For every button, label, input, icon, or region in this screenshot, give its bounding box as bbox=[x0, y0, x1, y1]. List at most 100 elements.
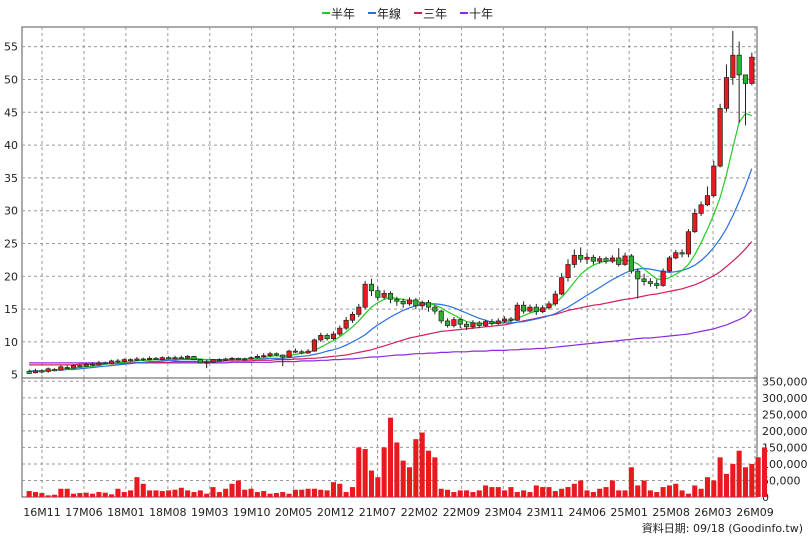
volume-bar bbox=[590, 492, 596, 497]
volume-bar bbox=[197, 490, 203, 497]
candlestick bbox=[273, 352, 279, 357]
candle-body-down bbox=[647, 281, 653, 284]
candlestick bbox=[324, 333, 330, 341]
volume-bar bbox=[533, 485, 539, 497]
volume-bar bbox=[292, 489, 298, 497]
candlestick bbox=[45, 367, 51, 373]
candlestick bbox=[70, 364, 77, 369]
candlestick bbox=[730, 30, 736, 85]
volume-bar bbox=[26, 491, 32, 497]
candlestick bbox=[584, 252, 590, 264]
volume-bar bbox=[242, 489, 248, 497]
candlestick bbox=[394, 296, 400, 306]
price-tick-label: 25 bbox=[4, 238, 18, 251]
candle-body-up bbox=[704, 195, 711, 206]
candle-body-down bbox=[299, 351, 305, 354]
candlestick bbox=[349, 311, 356, 323]
volume-bar bbox=[432, 457, 438, 497]
volume-bar bbox=[362, 449, 368, 497]
volume-bar bbox=[32, 492, 39, 497]
candle-body-up bbox=[330, 333, 337, 339]
candle-body-down bbox=[115, 360, 121, 363]
candle-body-up bbox=[286, 350, 292, 358]
candlestick bbox=[343, 316, 349, 331]
candlestick bbox=[641, 273, 647, 286]
candle-body-down bbox=[400, 300, 406, 305]
volume-bar bbox=[514, 492, 520, 497]
candlestick bbox=[387, 291, 394, 304]
candle-body-up bbox=[381, 293, 387, 298]
volume-bar bbox=[172, 489, 178, 497]
x-tick-label: 24M06 bbox=[568, 506, 606, 519]
candlestick bbox=[89, 362, 96, 367]
candle-body-up bbox=[229, 357, 235, 360]
volume-bar bbox=[406, 467, 413, 497]
candlestick bbox=[483, 319, 489, 327]
candlestick bbox=[406, 297, 413, 306]
candle-body-down bbox=[590, 256, 596, 262]
volume-bar bbox=[527, 492, 533, 497]
volume-bar bbox=[153, 490, 159, 497]
volume-bar bbox=[337, 483, 343, 497]
candlestick bbox=[248, 356, 254, 360]
candlestick bbox=[109, 359, 115, 365]
candle-body-down bbox=[166, 357, 172, 360]
candle-body-down bbox=[26, 371, 32, 374]
candle-body-up bbox=[356, 306, 362, 315]
candlestick bbox=[83, 362, 89, 367]
volume-bar bbox=[464, 490, 470, 497]
volume-bar bbox=[540, 487, 546, 497]
candlestick bbox=[647, 278, 653, 287]
volume-bar bbox=[394, 442, 400, 497]
candle-body-up bbox=[305, 350, 311, 354]
price-tick-label: 30 bbox=[4, 205, 18, 218]
candle-body-up bbox=[495, 320, 501, 324]
candle-body-up bbox=[134, 358, 140, 361]
volume-bar bbox=[77, 493, 83, 497]
candle-body-up bbox=[254, 355, 260, 359]
volume-bar bbox=[755, 457, 761, 497]
price-tick-label: 20 bbox=[4, 270, 18, 283]
candlestick bbox=[375, 286, 381, 301]
volume-bar bbox=[204, 493, 210, 497]
volume-bar bbox=[261, 491, 267, 497]
volume-bar bbox=[349, 487, 356, 497]
candle-body-up bbox=[730, 54, 736, 78]
x-tick-label: 21M07 bbox=[359, 506, 397, 519]
candle-body-down bbox=[394, 298, 400, 302]
candlestick bbox=[749, 52, 755, 86]
volume-bar bbox=[419, 432, 425, 497]
candle-body-down bbox=[457, 319, 463, 325]
candlestick bbox=[159, 356, 165, 361]
volume-bar bbox=[641, 480, 647, 497]
candle-body-up bbox=[204, 361, 210, 364]
volume-bar bbox=[603, 487, 609, 497]
volume-tick-label: 350,000 bbox=[762, 375, 808, 388]
candle-body-down bbox=[273, 353, 279, 356]
volume-panel: 0 50,000 100,000 150,000 200,000 250,000 300,0… bbox=[21, 375, 808, 504]
three-year-ma-line bbox=[29, 241, 753, 366]
volume-bar bbox=[178, 487, 184, 497]
volume-bar bbox=[311, 488, 317, 497]
candle-body-up bbox=[470, 322, 476, 328]
x-axis: 16M11 17M06 18M01 18M08 19M03 19M10 20M05 20M12… bbox=[23, 506, 774, 519]
candlestick bbox=[717, 103, 723, 168]
candlestick bbox=[368, 278, 375, 296]
candlestick bbox=[51, 368, 58, 372]
candlestick bbox=[571, 249, 577, 268]
candlestick bbox=[470, 320, 476, 329]
candlestick bbox=[286, 349, 292, 358]
volume-bar bbox=[45, 495, 51, 497]
data-date-label: 資料日期: 09/18 (Goodinfo.tw) bbox=[642, 521, 803, 535]
x-tick-label: 23M11 bbox=[527, 506, 565, 519]
candlestick bbox=[39, 369, 45, 374]
volume-bar bbox=[166, 490, 172, 497]
candlestick bbox=[666, 255, 672, 273]
price-tick-label: 15 bbox=[4, 303, 18, 316]
candle-body-down bbox=[140, 358, 146, 361]
candle-body-down bbox=[742, 74, 749, 84]
legend-item: 半年 bbox=[322, 7, 355, 21]
volume-bar bbox=[578, 480, 584, 497]
candlestick bbox=[495, 318, 501, 325]
